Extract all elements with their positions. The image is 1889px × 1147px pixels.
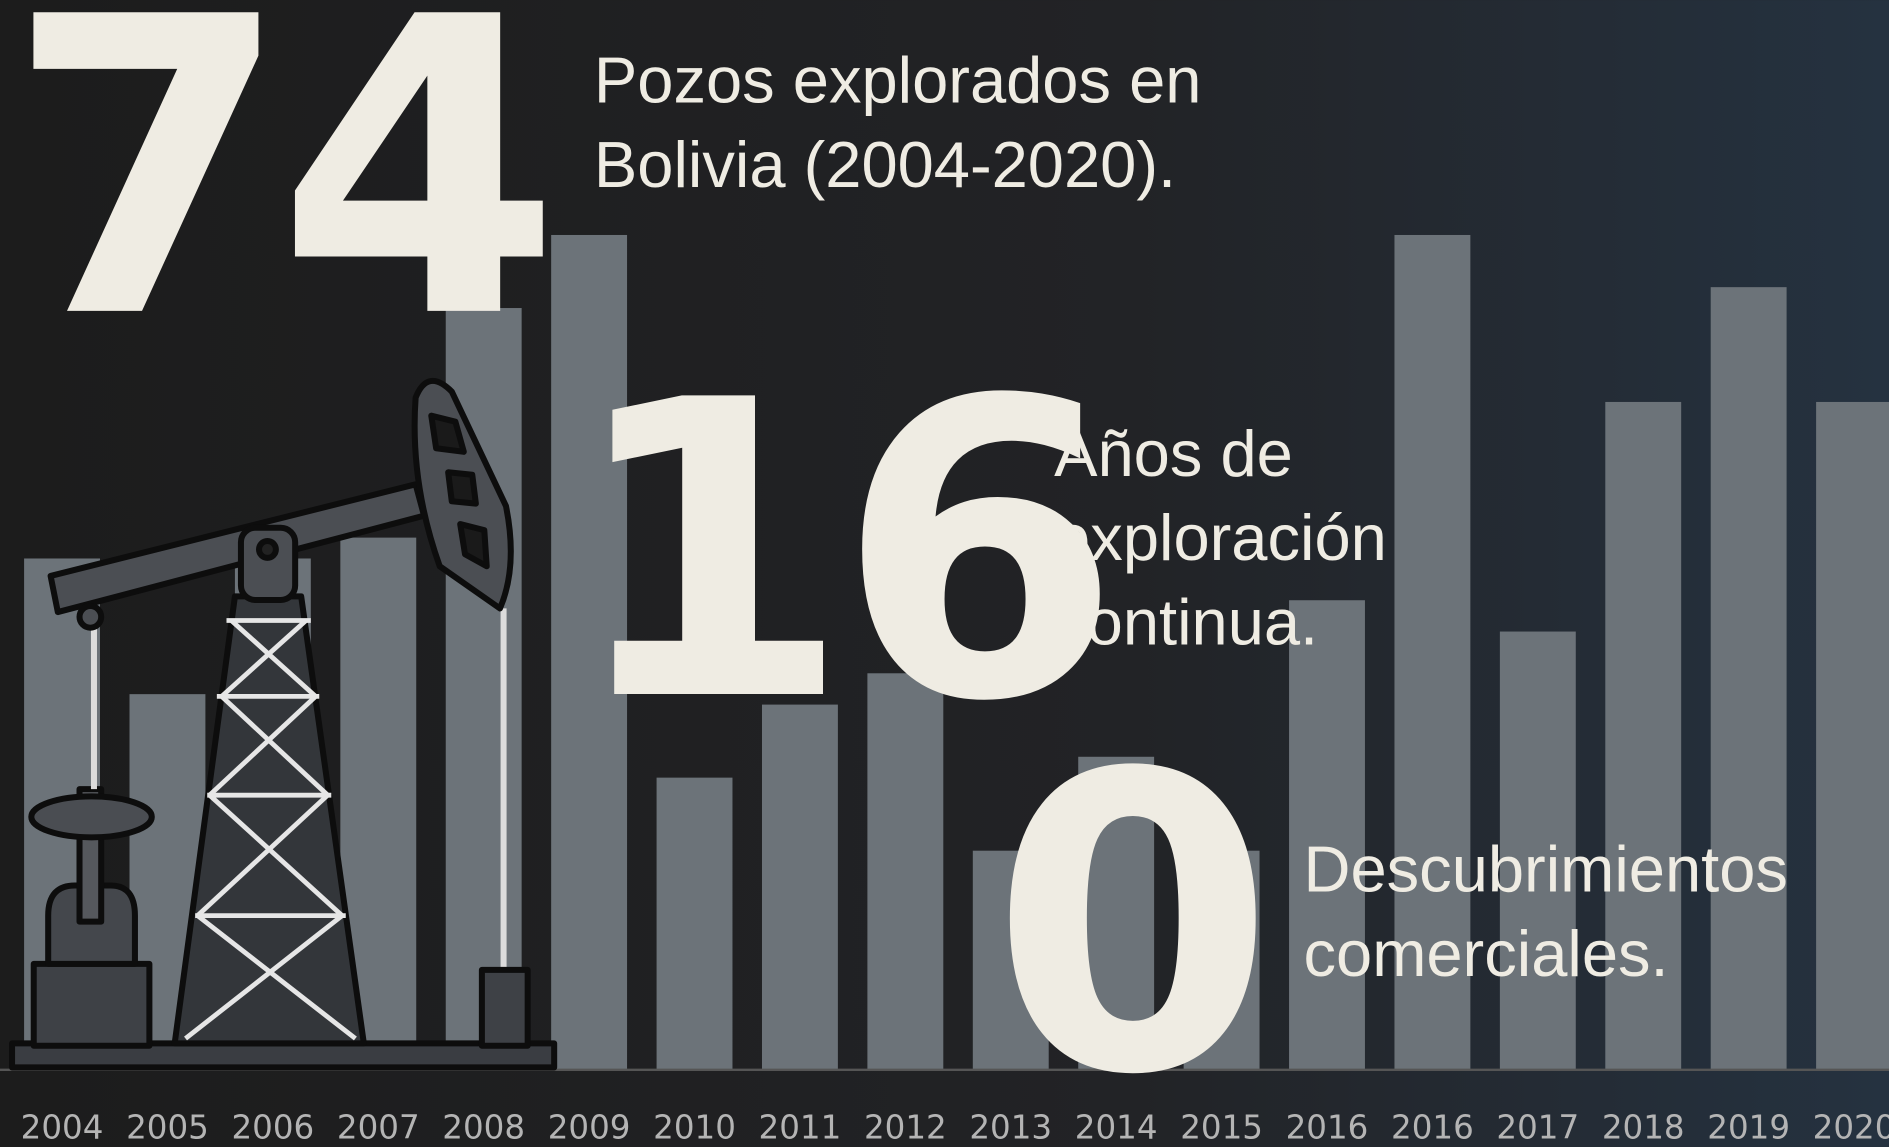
stats: 74 Pozos explorados en Bolivia (2004-2020)…	[6, 0, 1788, 1147]
stat-number: 0	[990, 687, 1261, 1147]
x-tick-label: 2019	[1707, 1109, 1790, 1147]
x-tick-label: 2007	[337, 1109, 420, 1147]
bar	[1394, 234, 1471, 1070]
stat-caption: Pozos explorados en	[594, 43, 1202, 116]
bar	[1605, 401, 1682, 1070]
bar	[1078, 756, 1155, 1070]
x-tick-label: 2014	[1075, 1109, 1158, 1147]
x-tick-label: 2009	[548, 1109, 631, 1147]
bar	[551, 234, 628, 1070]
bar	[867, 673, 944, 1070]
x-tick-label: 2008	[442, 1109, 525, 1147]
bar	[1499, 631, 1576, 1070]
stat-caption: Años de	[1054, 417, 1293, 490]
x-tick-label: 2012	[864, 1109, 947, 1147]
x-tick-label: 2011	[759, 1109, 842, 1147]
x-tick-label: 2020	[1813, 1109, 1889, 1147]
pump-jack-illustration	[9, 378, 558, 1071]
stat-caption: continua.	[1054, 586, 1318, 659]
x-tick-label: 2005	[126, 1109, 209, 1147]
stat-caption: comerciales.	[1304, 917, 1669, 990]
bar	[761, 704, 838, 1070]
bar	[1816, 401, 1889, 1070]
bar	[1183, 850, 1260, 1070]
x-tick-label: 2016	[1286, 1109, 1369, 1147]
stat-caption: Descubrimientos	[1304, 833, 1788, 906]
x-tick-label: 2016	[1391, 1109, 1474, 1147]
bar	[972, 850, 1049, 1070]
stat-caption: exploración	[1054, 501, 1387, 574]
x-tick-label: 2010	[653, 1109, 736, 1147]
x-tick-label: 2006	[231, 1109, 314, 1147]
stat-number: 74	[6, 0, 547, 408]
x-tick-label: 2018	[1602, 1109, 1685, 1147]
bar	[1289, 600, 1365, 1070]
stat-caption: Bolivia (2004-2020).	[594, 128, 1176, 201]
x-tick-label: 2015	[1180, 1109, 1263, 1147]
bar	[1710, 287, 1787, 1070]
x-tick-label: 2004	[21, 1109, 104, 1147]
stat-number: 16	[566, 314, 1107, 791]
bar	[656, 777, 733, 1070]
x-tick-label: 2013	[969, 1109, 1052, 1147]
x-tick-label: 2017	[1496, 1109, 1579, 1147]
